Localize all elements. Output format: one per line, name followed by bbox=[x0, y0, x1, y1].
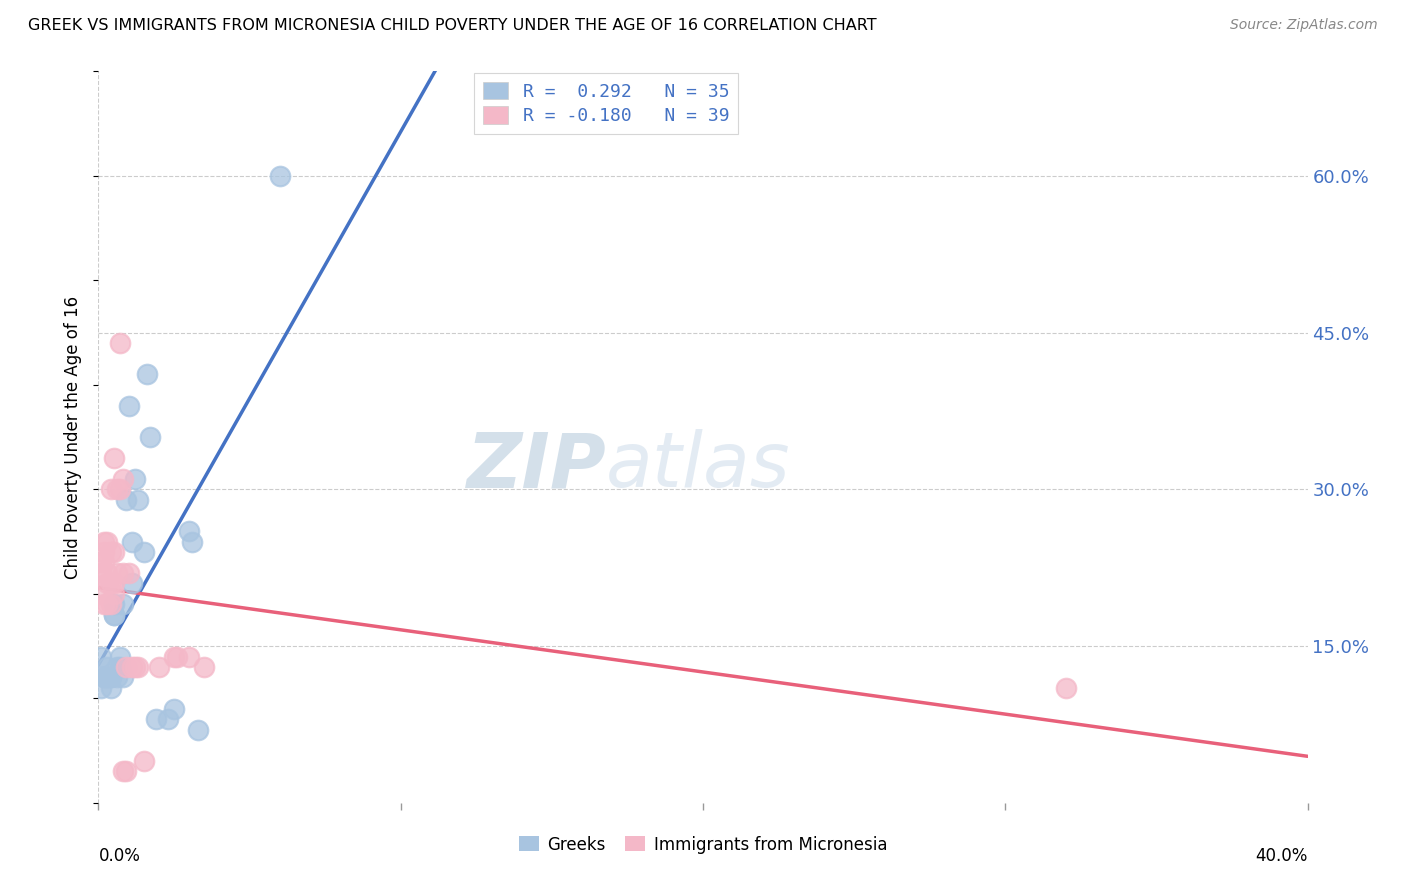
Point bbox=[103, 450, 125, 465]
Text: 0.0%: 0.0% bbox=[98, 847, 141, 864]
Point bbox=[103, 607, 125, 622]
Point bbox=[108, 336, 131, 351]
Point bbox=[163, 649, 186, 664]
Point bbox=[108, 660, 131, 674]
Point bbox=[108, 649, 131, 664]
Point bbox=[179, 524, 201, 538]
Point bbox=[114, 764, 136, 779]
Point bbox=[103, 607, 125, 622]
Point bbox=[148, 660, 170, 674]
Point bbox=[179, 649, 201, 664]
Point bbox=[124, 472, 146, 486]
Point bbox=[100, 597, 122, 611]
Point bbox=[139, 430, 162, 444]
Point bbox=[108, 483, 131, 497]
Text: ZIP: ZIP bbox=[467, 429, 606, 503]
Point bbox=[156, 712, 179, 726]
Text: atlas: atlas bbox=[606, 429, 790, 503]
Point bbox=[181, 534, 204, 549]
Point bbox=[93, 534, 115, 549]
Point bbox=[127, 492, 149, 507]
Point bbox=[103, 587, 125, 601]
Point bbox=[111, 472, 134, 486]
Point bbox=[103, 597, 125, 611]
Point bbox=[145, 712, 167, 726]
Point bbox=[132, 545, 155, 559]
Point bbox=[90, 566, 112, 580]
Point bbox=[105, 566, 128, 580]
Point bbox=[100, 681, 122, 695]
Text: Source: ZipAtlas.com: Source: ZipAtlas.com bbox=[1230, 18, 1378, 32]
Point bbox=[100, 670, 122, 684]
Point bbox=[96, 670, 118, 684]
Point bbox=[90, 556, 112, 570]
Legend: R =  0.292   N = 35, R = -0.180   N = 39: R = 0.292 N = 35, R = -0.180 N = 39 bbox=[474, 73, 738, 134]
Point bbox=[93, 597, 115, 611]
Point bbox=[121, 576, 143, 591]
Point bbox=[124, 660, 146, 674]
Point bbox=[118, 566, 141, 580]
Point bbox=[105, 483, 128, 497]
Text: 40.0%: 40.0% bbox=[1256, 847, 1308, 864]
Point bbox=[105, 670, 128, 684]
Point bbox=[105, 660, 128, 674]
Point bbox=[163, 702, 186, 716]
Point bbox=[166, 649, 188, 664]
Point bbox=[90, 587, 112, 601]
Point bbox=[103, 576, 125, 591]
Point bbox=[96, 670, 118, 684]
Point bbox=[127, 660, 149, 674]
Point bbox=[193, 660, 215, 674]
Point bbox=[269, 169, 291, 183]
Point bbox=[1054, 681, 1077, 695]
Point bbox=[111, 566, 134, 580]
Point bbox=[111, 597, 134, 611]
Point bbox=[132, 754, 155, 768]
Point bbox=[90, 681, 112, 695]
Point bbox=[93, 670, 115, 684]
Point bbox=[114, 492, 136, 507]
Point bbox=[121, 660, 143, 674]
Point bbox=[135, 368, 157, 382]
Point bbox=[100, 545, 122, 559]
Point bbox=[96, 534, 118, 549]
Point bbox=[93, 670, 115, 684]
Text: GREEK VS IMMIGRANTS FROM MICRONESIA CHILD POVERTY UNDER THE AGE OF 16 CORRELATIO: GREEK VS IMMIGRANTS FROM MICRONESIA CHIL… bbox=[28, 18, 877, 33]
Point bbox=[96, 597, 118, 611]
Point bbox=[103, 545, 125, 559]
Point bbox=[114, 660, 136, 674]
Point bbox=[118, 399, 141, 413]
Point bbox=[100, 483, 122, 497]
Point bbox=[100, 576, 122, 591]
Point bbox=[96, 660, 118, 674]
Point bbox=[100, 670, 122, 684]
Point bbox=[96, 566, 118, 580]
Point bbox=[93, 556, 115, 570]
Point bbox=[90, 649, 112, 664]
Point bbox=[121, 534, 143, 549]
Point bbox=[111, 670, 134, 684]
Point bbox=[96, 576, 118, 591]
Point bbox=[187, 723, 209, 737]
Point bbox=[93, 545, 115, 559]
Y-axis label: Child Poverty Under the Age of 16: Child Poverty Under the Age of 16 bbox=[65, 295, 83, 579]
Point bbox=[111, 764, 134, 779]
